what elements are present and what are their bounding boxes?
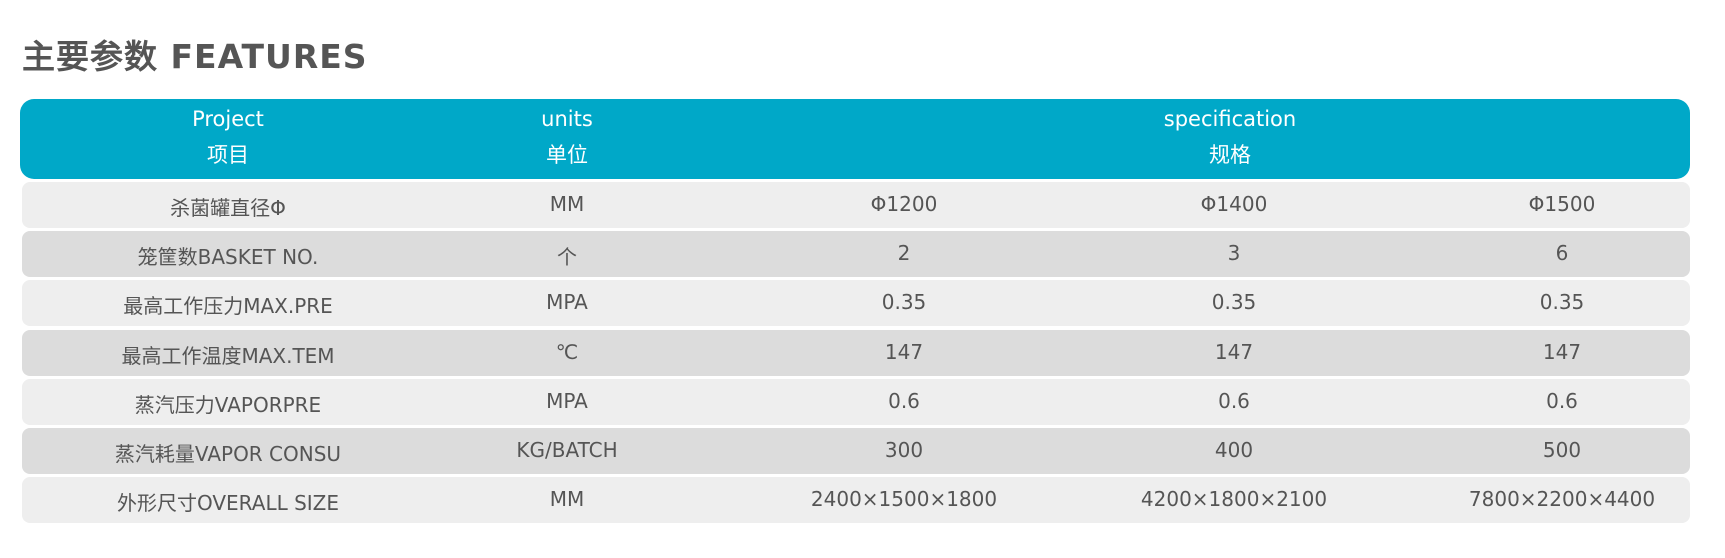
table-cell: 蒸汽压力VAPORPRE — [134, 392, 322, 417]
table-cell: 400 — [1214, 438, 1254, 462]
table-cell: 300 — [884, 438, 924, 462]
header-en: units — [541, 107, 593, 131]
table-row: 最高工作压力MAX.PRE MPA 0.35 0.35 0.35 — [22, 280, 1690, 327]
table-cell: 147 — [1542, 339, 1582, 364]
table-cell: 笼筐数BASKET NO. — [137, 245, 319, 270]
header-en: specification — [1163, 107, 1297, 131]
table-row: 杀菌罐直径Φ MM Φ1200 Φ1400 Φ1500 — [22, 182, 1690, 228]
table-cell: 3 — [1227, 241, 1241, 266]
table-header: Project 项目 units 单位 specification 规格 — [20, 99, 1690, 179]
table-cell: MPA — [546, 388, 588, 413]
header-en: Project — [192, 107, 264, 131]
table-cell: ℃ — [555, 339, 579, 364]
page-title: 主要参数 FEATURES — [22, 37, 368, 76]
table-cell: MM — [549, 487, 585, 512]
table-cell: 杀菌罐直径Φ — [170, 196, 286, 220]
header-zh: 单位 — [546, 143, 588, 167]
table-cell: 2 — [897, 241, 911, 266]
table-row: 蒸汽压力VAPORPRE MPA 0.6 0.6 0.6 — [22, 378, 1690, 425]
table-cell: 147 — [884, 339, 924, 364]
table-cell: 0.35 — [881, 290, 927, 315]
table-cell: 0.35 — [1539, 290, 1585, 315]
table-row: 笼筐数BASKET NO. 个 2 3 6 — [22, 231, 1690, 278]
table-cell: 0.6 — [1546, 388, 1578, 413]
table-cell: Φ1400 — [1200, 192, 1268, 216]
table-cell: MM — [549, 192, 585, 216]
table-row: 外形尺寸OVERALL SIZE MM 2400×1500×1800 4200×180… — [22, 477, 1690, 524]
table-cell: 147 — [1214, 339, 1254, 364]
table-cell: 0.6 — [888, 388, 920, 413]
table-cell: 4200×1800×2100 — [1140, 487, 1328, 512]
table-cell: Φ1200 — [870, 192, 938, 216]
table-cell: 6 — [1555, 241, 1569, 266]
table-cell: Φ1500 — [1528, 192, 1596, 216]
table-cell: 最高工作压力MAX.PRE — [123, 294, 333, 319]
table-row: 最高工作温度MAX.TEM ℃ 147 147 147 — [22, 329, 1690, 376]
table-cell: KG/BATCH — [516, 438, 618, 462]
table-cell: MPA — [546, 290, 588, 315]
table-cell: 个 — [557, 245, 577, 270]
table-cell: 2400×1500×1800 — [810, 487, 998, 512]
table-cell: 外形尺寸OVERALL SIZE — [116, 491, 340, 516]
table-cell: 7800×2200×4400 — [1468, 487, 1656, 512]
header-zh: 规格 — [1209, 143, 1251, 167]
table-cell: 0.35 — [1211, 290, 1257, 315]
header-zh: 项目 — [207, 143, 249, 167]
table-cell: 蒸汽耗量VAPOR CONSU — [114, 442, 342, 466]
table-cell: 最高工作温度MAX.TEM — [121, 343, 335, 368]
table-cell: 500 — [1542, 438, 1582, 462]
table-cell: 0.6 — [1218, 388, 1250, 413]
table-row: 蒸汽耗量VAPOR CONSU KG/BATCH 300 400 500 — [22, 428, 1690, 474]
